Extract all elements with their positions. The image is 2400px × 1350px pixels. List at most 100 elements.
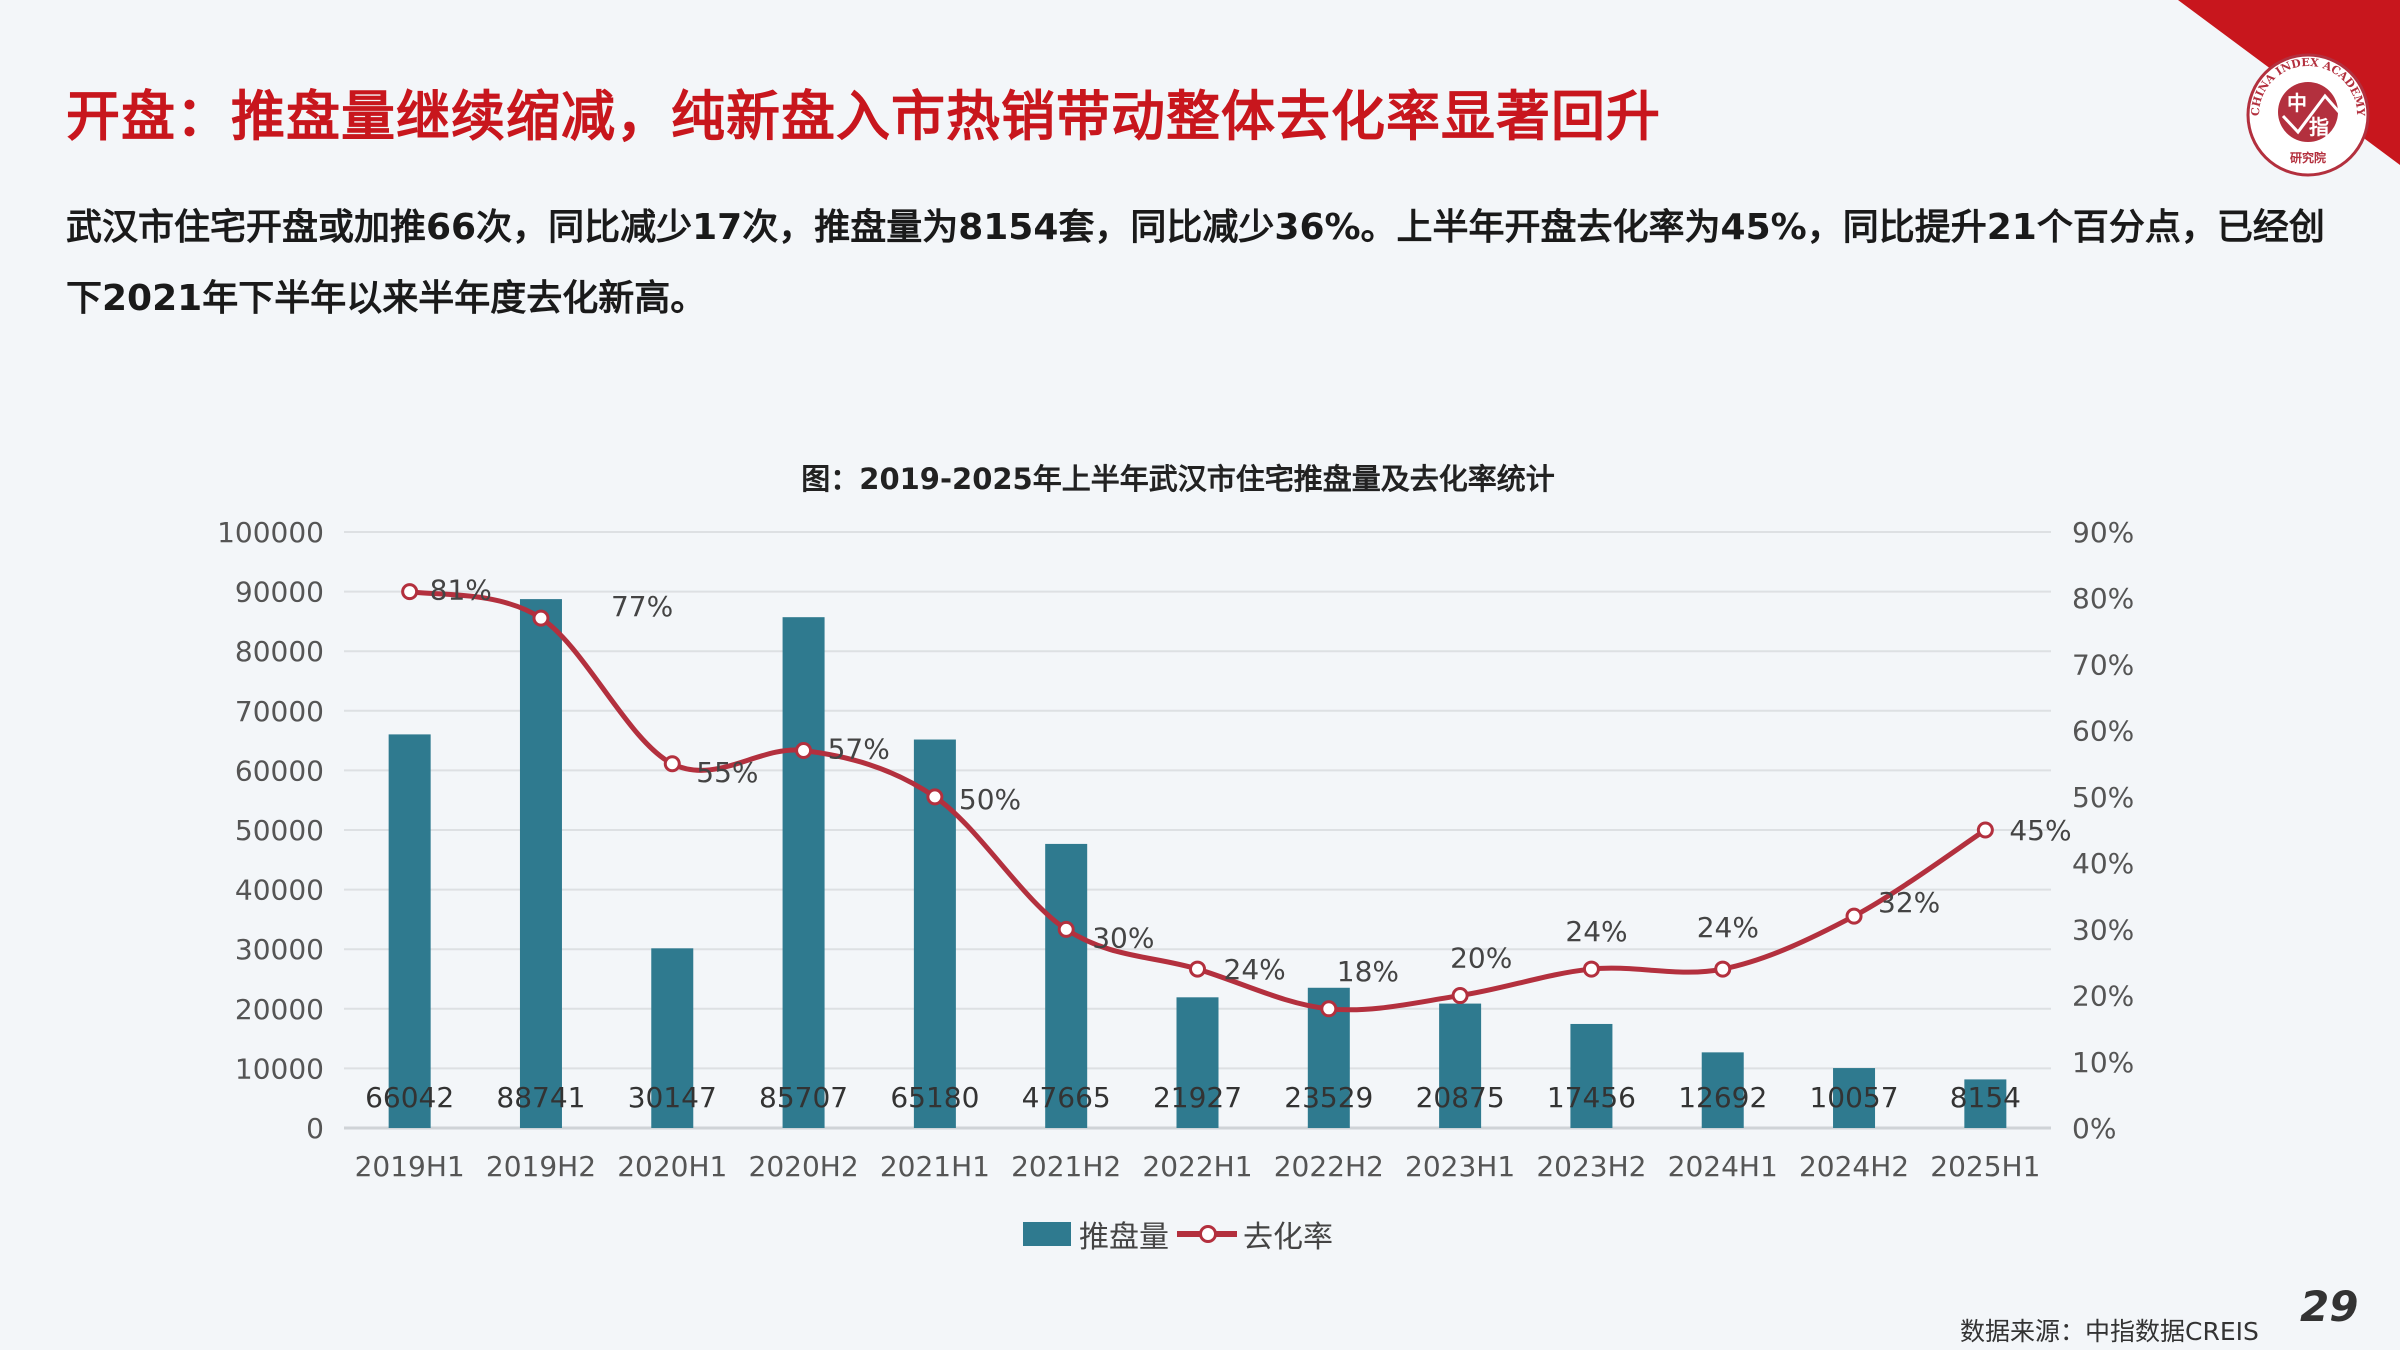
rate-value-label: 50% — [959, 783, 1021, 816]
chart-title: 图：2019-2025年上半年武汉市住宅推盘量及去化率统计 — [801, 462, 1555, 496]
y-left-tick-label: 40000 — [235, 874, 324, 907]
rate-value-label: 77% — [611, 590, 673, 623]
bar-value-label: 12692 — [1678, 1081, 1767, 1114]
y-right-tick-label: 90% — [2072, 516, 2134, 549]
china-index-academy-logo: CHINA INDEX ACADEMY 中 指 研究院 — [2246, 53, 2370, 177]
rate-value-label: 57% — [828, 733, 890, 766]
rate-point — [663, 755, 681, 773]
rate-value-label: 30% — [1092, 921, 1154, 954]
rate-value-label: 18% — [1337, 955, 1399, 988]
y-left-tick-label: 70000 — [235, 695, 324, 728]
page-title: 开盘：推盘量继续缩减，纯新盘入市热销带动整体去化率显著回升 — [66, 85, 1661, 148]
rate-point — [532, 609, 550, 627]
x-tick-label: 2023H2 — [1536, 1150, 1646, 1183]
x-tick-label: 2024H2 — [1799, 1150, 1909, 1183]
summary-text: 武汉市住宅开盘或加推66次，同比减少17次，推盘量为8154套，同比减少36%。… — [66, 207, 2325, 319]
y-right-tick-label: 50% — [2072, 781, 2134, 814]
y-right-tick-label: 30% — [2072, 913, 2134, 946]
rate-point — [1057, 920, 1075, 938]
x-tick-label: 2021H1 — [880, 1150, 990, 1183]
x-tick-label: 2020H1 — [617, 1150, 727, 1183]
y-right-tick-label: 80% — [2072, 582, 2134, 615]
bar-value-label: 20875 — [1416, 1081, 1505, 1114]
x-tick-label: 2020H2 — [749, 1150, 859, 1183]
x-tick-label: 2019H2 — [486, 1150, 596, 1183]
legend-bar-swatch — [1023, 1222, 1071, 1246]
rate-point — [1320, 1000, 1338, 1018]
rate-value-label: 24% — [1697, 911, 1759, 944]
bar-value-label: 23529 — [1284, 1081, 1373, 1114]
rate-value-label: 81% — [430, 574, 492, 607]
bar-value-label: 88741 — [496, 1081, 585, 1114]
bar-value-label: 85707 — [759, 1081, 848, 1114]
y-left-tick-label: 30000 — [235, 933, 324, 966]
bar — [782, 617, 825, 1128]
data-source: 数据来源：中指数据CREIS — [1960, 1317, 2259, 1346]
rate-point — [795, 742, 813, 760]
y-left-tick-label: 20000 — [235, 993, 324, 1026]
rate-point — [401, 583, 419, 601]
y-right-tick-label: 10% — [2072, 1046, 2134, 1079]
bar-value-label: 8154 — [1950, 1081, 2021, 1114]
bar-value-label: 66042 — [365, 1081, 454, 1114]
bar — [1570, 1023, 1613, 1128]
svg-text:研究院: 研究院 — [2290, 150, 2326, 165]
y-right-tick-label: 0% — [2072, 1112, 2116, 1145]
x-tick-label: 2019H1 — [355, 1150, 465, 1183]
rate-point — [1714, 960, 1732, 978]
bar — [1701, 1052, 1744, 1128]
rate-value-label: 55% — [696, 756, 758, 789]
y-right-tick-label: 20% — [2072, 980, 2134, 1013]
rate-point — [926, 788, 944, 806]
bar-value-label: 21927 — [1153, 1081, 1242, 1114]
rate-point — [1451, 987, 1469, 1005]
rate-value-label: 24% — [1224, 953, 1286, 986]
x-tick-label: 2021H2 — [1011, 1150, 1121, 1183]
rate-value-label: 45% — [2009, 814, 2071, 847]
rate-value-label: 32% — [1878, 886, 1940, 919]
svg-text:中: 中 — [2287, 91, 2307, 115]
x-tick-label: 2022H1 — [1142, 1150, 1252, 1183]
y-right-tick-label: 60% — [2072, 715, 2134, 748]
y-right-tick-label: 40% — [2072, 847, 2134, 880]
bar — [519, 599, 562, 1128]
y-left-tick-label: 60000 — [235, 754, 324, 787]
bar — [651, 948, 694, 1128]
rate-value-label: 20% — [1450, 942, 1512, 975]
y-right-tick-label: 70% — [2072, 648, 2134, 681]
bar — [1045, 843, 1088, 1128]
x-tick-label: 2025H1 — [1930, 1150, 2040, 1183]
bar — [1964, 1079, 2007, 1128]
x-tick-label: 2022H2 — [1274, 1150, 1384, 1183]
rate-point — [1976, 821, 1994, 839]
bar-value-label: 30147 — [628, 1081, 717, 1114]
bar-value-label: 10057 — [1809, 1081, 1898, 1114]
bar — [1439, 1003, 1482, 1128]
legend-label-rate: 去化率 — [1243, 1220, 1333, 1255]
x-tick-label: 2023H1 — [1405, 1150, 1515, 1183]
bar-value-label: 65180 — [890, 1081, 979, 1114]
page-number: 29 — [2300, 1282, 2359, 1331]
x-tick-label: 2024H1 — [1668, 1150, 1778, 1183]
legend-line-swatch — [1177, 1225, 1237, 1243]
y-left-tick-label: 10000 — [235, 1052, 324, 1085]
bar — [1176, 997, 1219, 1128]
bar — [388, 734, 431, 1128]
rate-point — [1845, 907, 1863, 925]
chart-legend: 推盘量 去化率 — [0, 1212, 2356, 1256]
y-left-tick-label: 0 — [306, 1112, 324, 1145]
y-left-tick-label: 100000 — [217, 516, 324, 549]
legend-label-supply: 推盘量 — [1079, 1220, 1169, 1255]
y-left-tick-label: 80000 — [235, 635, 324, 668]
svg-text:指: 指 — [2309, 115, 2329, 139]
y-left-tick-label: 90000 — [235, 576, 324, 609]
bar — [1833, 1068, 1876, 1128]
bar-value-label: 17456 — [1547, 1081, 1636, 1114]
rate-point — [1582, 960, 1600, 978]
rate-value-label: 24% — [1565, 915, 1627, 948]
bar-value-label: 47665 — [1022, 1081, 1111, 1114]
y-left-tick-label: 50000 — [235, 814, 324, 847]
rate-line — [409, 589, 1987, 1013]
rate-point — [1189, 960, 1206, 978]
